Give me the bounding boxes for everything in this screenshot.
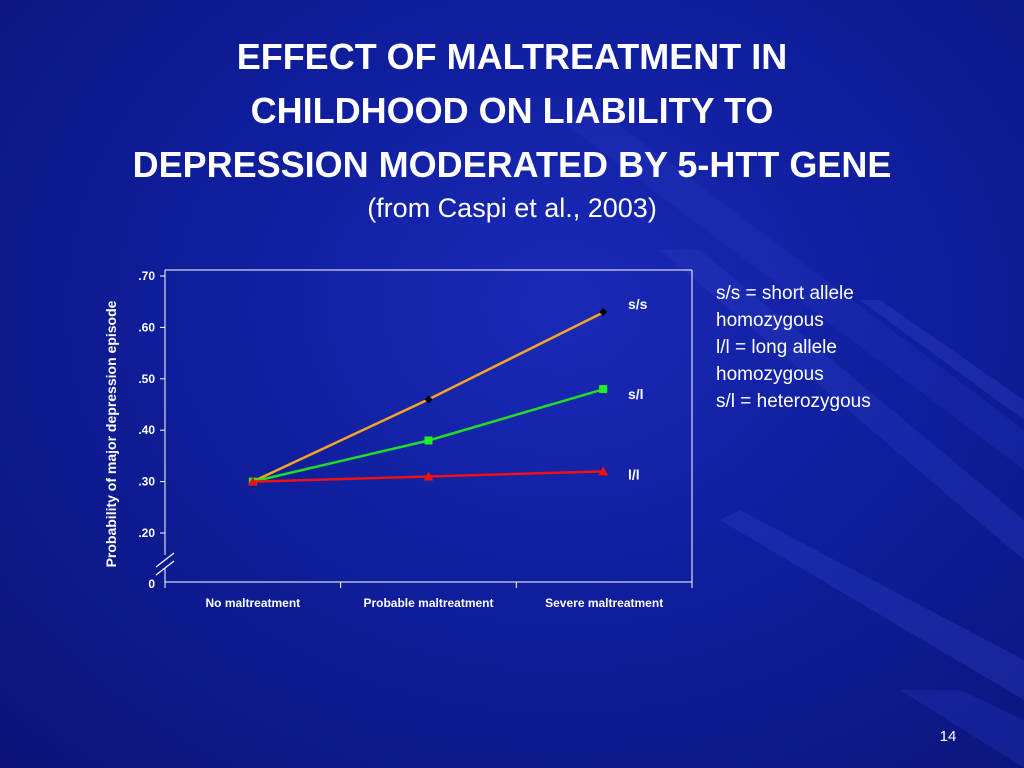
slide-title: EFFECT OF MALTREATMENT IN CHILDHOOD ON L… xyxy=(12,30,1012,192)
series-label-0: s/s xyxy=(628,296,648,312)
series-2-marker-1 xyxy=(423,471,434,481)
note-line-1: s/s = short allele xyxy=(716,283,854,304)
page-number: 14 xyxy=(939,728,957,745)
series-label-1: s/l xyxy=(628,386,644,402)
y-axis-title: Probability of major depression episode xyxy=(103,300,119,567)
genotype-notes: s/s = short allele homozygous l/l = long… xyxy=(716,280,976,415)
series-1-marker-1 xyxy=(424,436,433,445)
y-tick-label-0: .70 xyxy=(138,269,155,283)
series-label-2: l/l xyxy=(628,466,640,482)
series-1-marker-2 xyxy=(599,385,608,394)
y-tick-label-1: .60 xyxy=(138,320,155,334)
series-2-marker-0 xyxy=(247,476,258,486)
x-tick-label-0: No maltreatment xyxy=(205,596,300,610)
title-line-1: EFFECT OF MALTREATMENT IN xyxy=(236,36,788,77)
x-tick-label-1: Probable maltreatment xyxy=(363,596,493,610)
title-line-2: CHILDHOOD ON LIABILITY TO xyxy=(250,90,774,131)
y-tick-label-5: .20 xyxy=(138,526,155,540)
x-tick-label-2: Severe maltreatment xyxy=(545,596,663,610)
axis-break-mark-2 xyxy=(155,560,175,576)
note-line-2: homozygous xyxy=(716,310,824,331)
axis-break-mark-1 xyxy=(155,552,175,568)
series-0-marker-2 xyxy=(599,307,608,316)
y-tick-label-2: .50 xyxy=(138,372,155,386)
y-tick-label-4: .30 xyxy=(138,475,155,489)
slide-subtitle: (from Caspi et al., 2003) xyxy=(367,193,657,223)
note-line-5: s/l = heterozygous xyxy=(716,391,871,412)
note-line-4: homozygous xyxy=(716,364,824,385)
title-line-3: DEPRESSION MODERATED BY 5-HTT GENE xyxy=(132,144,892,185)
series-2-marker-2 xyxy=(598,466,609,476)
y-tick-label-3: .40 xyxy=(138,423,155,437)
series-0-marker-1 xyxy=(424,395,433,404)
note-line-3: l/l = long allele xyxy=(716,337,837,358)
y-tick-label-zero: 0 xyxy=(148,577,155,591)
